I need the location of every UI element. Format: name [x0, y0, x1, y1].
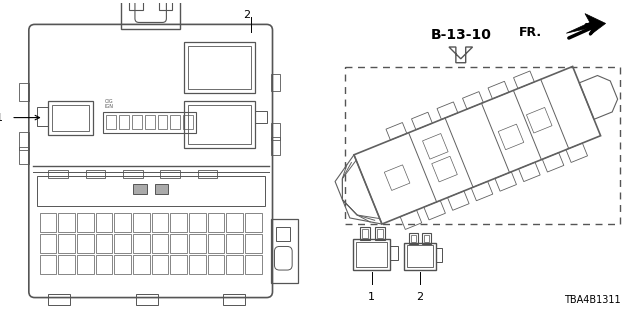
Bar — [227, 234, 243, 253]
Bar — [155, 184, 168, 194]
Bar — [102, 112, 196, 133]
Bar — [129, 0, 143, 10]
Text: B-13-10: B-13-10 — [430, 28, 492, 42]
Bar — [227, 212, 243, 232]
Bar — [227, 255, 243, 274]
Bar — [245, 234, 262, 253]
Text: 2: 2 — [417, 292, 424, 302]
Bar — [152, 212, 168, 232]
Bar — [183, 115, 193, 129]
Bar — [95, 255, 113, 274]
Bar — [170, 212, 187, 232]
Text: 1: 1 — [368, 292, 375, 302]
Bar — [52, 105, 89, 131]
Bar — [207, 212, 225, 232]
Bar — [36, 176, 265, 206]
Text: TBA4B1311: TBA4B1311 — [564, 295, 620, 305]
Bar — [271, 137, 280, 155]
Bar — [133, 255, 150, 274]
Bar — [121, 0, 180, 29]
Bar — [223, 294, 245, 305]
Bar — [424, 235, 429, 242]
Bar — [188, 105, 251, 144]
Bar — [115, 255, 131, 274]
Bar — [271, 123, 280, 140]
Bar — [276, 227, 290, 241]
Bar — [184, 101, 255, 148]
Bar — [119, 115, 129, 129]
Bar — [58, 212, 75, 232]
Bar — [207, 255, 225, 274]
Bar — [95, 234, 113, 253]
Bar — [404, 243, 436, 270]
Bar — [198, 170, 218, 178]
Bar — [356, 242, 387, 267]
Bar — [49, 170, 68, 178]
Bar — [409, 233, 418, 244]
Bar — [189, 234, 205, 253]
Bar — [106, 115, 116, 129]
Bar — [345, 67, 620, 224]
Bar — [115, 212, 131, 232]
Bar — [422, 233, 431, 244]
Bar — [161, 170, 180, 178]
Bar — [245, 255, 262, 274]
Polygon shape — [566, 13, 605, 35]
Bar — [115, 234, 131, 253]
Bar — [184, 42, 255, 93]
Bar — [207, 234, 225, 253]
Bar — [133, 184, 147, 194]
Bar — [123, 170, 143, 178]
Bar — [271, 219, 298, 283]
Bar — [159, 0, 172, 10]
Bar — [362, 229, 368, 238]
Bar — [411, 235, 416, 242]
Bar — [170, 115, 180, 129]
Bar — [374, 227, 385, 240]
Text: 1: 1 — [0, 113, 3, 123]
Bar — [360, 227, 370, 240]
Bar — [136, 294, 157, 305]
Bar — [152, 255, 168, 274]
Bar — [40, 234, 56, 253]
Bar — [152, 234, 168, 253]
Bar — [170, 255, 187, 274]
Bar — [271, 74, 280, 91]
Bar — [19, 132, 29, 150]
Bar — [132, 115, 142, 129]
Bar — [40, 255, 56, 274]
Bar — [353, 239, 390, 270]
Bar — [77, 234, 93, 253]
Text: FR.: FR. — [518, 26, 541, 39]
Bar — [377, 229, 383, 238]
Bar — [58, 255, 75, 274]
Bar — [133, 212, 150, 232]
Text: 2: 2 — [243, 10, 250, 20]
Bar — [19, 147, 29, 164]
Bar — [170, 234, 187, 253]
Bar — [157, 115, 168, 129]
Bar — [407, 245, 433, 267]
Bar — [36, 107, 49, 126]
Bar — [49, 101, 93, 135]
Bar — [86, 170, 106, 178]
Bar — [436, 248, 442, 262]
Bar — [77, 255, 93, 274]
Bar — [189, 212, 205, 232]
Bar — [133, 234, 150, 253]
Text: CIG
IGN: CIG IGN — [104, 99, 113, 109]
Bar — [145, 115, 155, 129]
Bar — [58, 234, 75, 253]
Bar — [390, 246, 398, 260]
Bar — [40, 212, 56, 232]
Bar — [77, 212, 93, 232]
Bar — [245, 212, 262, 232]
Bar — [95, 212, 113, 232]
Bar — [49, 294, 70, 305]
Bar — [255, 111, 267, 123]
Bar — [189, 255, 205, 274]
Bar — [188, 46, 251, 89]
Bar — [19, 83, 29, 101]
